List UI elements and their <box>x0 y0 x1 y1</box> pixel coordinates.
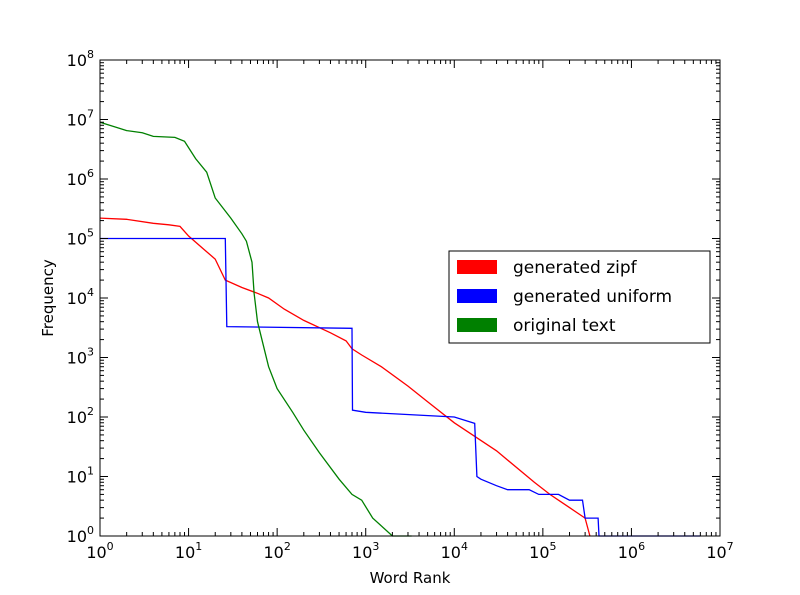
y-tick-label: 106 <box>67 167 94 189</box>
legend-swatch <box>457 289 497 303</box>
x-tick-label: 101 <box>175 540 202 562</box>
y-tick-label: 100 <box>67 524 94 546</box>
legend-items: generated zipf generated uniform original … <box>457 258 672 336</box>
legend-label: generated uniform <box>513 287 672 307</box>
series-line-generated-uniform <box>100 237 701 537</box>
legend-swatch <box>457 318 497 332</box>
legend-label: generated zipf <box>513 258 638 278</box>
legend-swatch <box>457 260 497 274</box>
y-tick-label: 102 <box>67 405 94 427</box>
series-line-original-text <box>99 121 412 537</box>
y-tick-label: 105 <box>67 227 94 249</box>
series-line-generated-zipf <box>99 217 591 537</box>
x-tick-label: 103 <box>352 540 379 562</box>
x-tick-label: 105 <box>529 540 556 562</box>
x-tick-label: 102 <box>263 540 290 562</box>
x-tick-label: 104 <box>441 540 468 562</box>
tick-label-layer: 100 101 102 103 104 105 106 107 100 101 102 103 104 1… <box>67 48 734 562</box>
y-tick-label: 103 <box>67 346 94 368</box>
x-tick-label: 106 <box>618 540 645 562</box>
legend: generated zipf generated uniform original … <box>448 250 711 344</box>
legend-label: original text <box>513 316 616 336</box>
x-axis-label: Word Rank <box>370 569 451 587</box>
x-tick-label: 100 <box>86 540 113 562</box>
y-tick-label: 108 <box>67 48 94 70</box>
y-tick-label: 101 <box>67 465 94 487</box>
y-tick-label: 107 <box>67 108 94 130</box>
x-tick-label: 107 <box>706 540 733 562</box>
tick-layer <box>99 59 721 537</box>
y-tick-label: 104 <box>67 286 94 308</box>
series-layer <box>99 121 701 537</box>
y-axis-label: Frequency <box>39 259 57 337</box>
